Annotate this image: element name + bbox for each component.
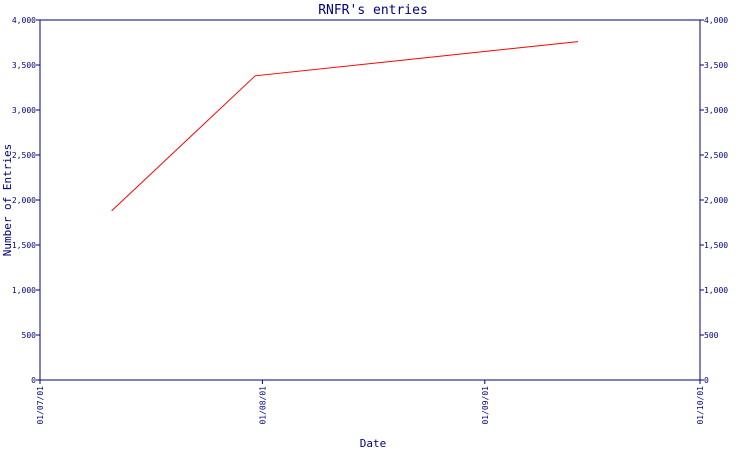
y-tick-label-left: 1,500 — [12, 241, 36, 250]
series-line — [111, 41, 579, 212]
y-tick-label-left: 2,000 — [12, 196, 36, 205]
plot-area — [39, 19, 701, 381]
x-axis-label: Date — [360, 437, 387, 450]
y-tick-label-left: 2,500 — [12, 151, 36, 160]
y-tick-label-left: 4,000 — [12, 16, 36, 25]
y-tick-label-right: 1,500 — [704, 241, 728, 250]
x-tick-label: 01/10/01 — [696, 386, 705, 425]
y-axis-label: Number of Entries — [1, 144, 14, 257]
y-tick-label-left: 0 — [31, 376, 36, 385]
y-tick-label-right: 2,000 — [704, 196, 728, 205]
y-tick-label-right: 3,500 — [704, 61, 728, 70]
y-tick-label-right: 1,000 — [704, 286, 728, 295]
y-tick-label-left: 500 — [22, 331, 37, 340]
y-tick-label-right: 0 — [704, 376, 709, 385]
y-tick-label-left: 3,500 — [12, 61, 36, 70]
y-tick-label-right: 500 — [704, 331, 719, 340]
y-tick-label-right: 4,000 — [704, 16, 728, 25]
y-tick-label-left: 1,000 — [12, 286, 36, 295]
x-axis: 01/07/01 01/08/01 01/09/01 01/10/01 — [36, 380, 705, 425]
chart-title: RNFR's entries — [318, 3, 428, 18]
series-group — [111, 41, 579, 212]
x-tick-label: 01/07/01 — [36, 386, 45, 425]
x-tick-label: 01/08/01 — [258, 386, 267, 425]
y-tick-label-right: 3,000 — [704, 106, 728, 115]
y-tick-label-right: 2,500 — [704, 151, 728, 160]
x-tick-label: 01/09/01 — [481, 386, 490, 425]
y-axis-left: 0 500 1,000 1,500 2,000 2,500 3,000 3,500 4,000 — [12, 16, 40, 385]
y-tick-label-left: 3,000 — [12, 106, 36, 115]
y-axis-right: 0 500 1,000 1,500 2,000 2,500 3,000 3,500 4,000 — [700, 16, 728, 385]
